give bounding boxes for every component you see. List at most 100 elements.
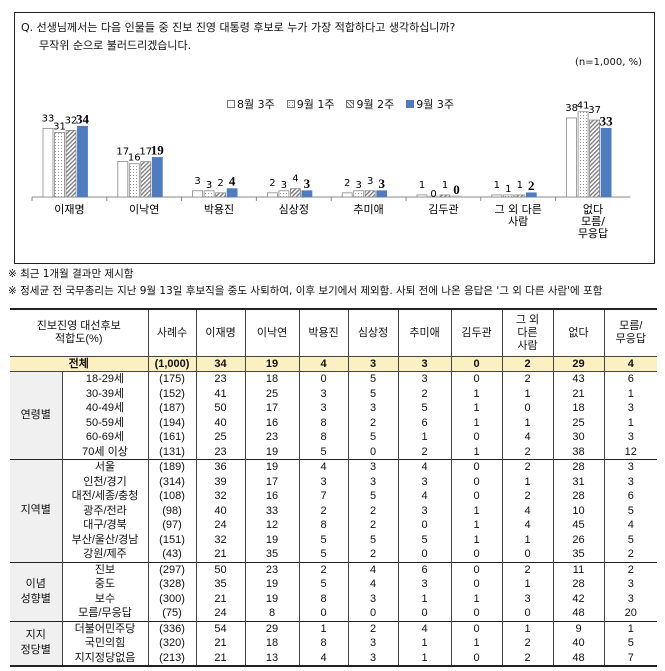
cell: 1: [450, 532, 503, 547]
cell: 서울: [61, 459, 149, 475]
data-label: 37: [588, 105, 601, 116]
cell: 2: [347, 503, 399, 518]
cell: 2: [603, 547, 658, 562]
cell: (314): [147, 474, 197, 489]
bar-9월 2주: [215, 192, 227, 198]
cell: 16: [244, 415, 300, 430]
cell: 1: [397, 650, 452, 667]
data-label: 19: [151, 142, 165, 157]
cell: 13: [244, 650, 300, 667]
bar-9월 2주: [289, 188, 301, 198]
cell: 1: [501, 620, 554, 636]
data-label: 3: [367, 176, 373, 187]
cell: 2: [501, 371, 554, 387]
cell: 40: [195, 503, 246, 518]
cell: 1: [501, 474, 554, 489]
bar-9월 1주: [428, 195, 439, 197]
cell: 20: [603, 606, 658, 621]
category-label: 모름/: [581, 215, 605, 228]
cell: 40: [195, 415, 246, 430]
cell: 8: [244, 606, 300, 621]
cell: 23: [244, 430, 300, 445]
column-header: 이낙연: [244, 308, 300, 357]
cell: 1: [501, 415, 554, 430]
cell: 0: [450, 430, 503, 445]
table-row: 지역별 서울 (189) 36 19 4 3 4 0 2 28 3: [10, 459, 658, 562]
bar-9월 3주: [226, 188, 238, 198]
cell: 0: [450, 474, 503, 489]
cell: 54: [195, 620, 246, 636]
cell: (336): [147, 620, 197, 636]
cell: 5: [603, 636, 658, 651]
cell: 28: [552, 577, 605, 592]
table-row: 지지 정당별 더불어민주당 (336) 54 29 1 2 4 0 1 9 1: [10, 620, 658, 667]
legend-label: 9월 1주: [296, 98, 335, 111]
cell: 1: [397, 430, 452, 445]
cell: 1: [501, 386, 554, 401]
legend-swatch: [227, 100, 235, 108]
cell: 1: [501, 532, 554, 547]
cell: 21: [552, 386, 605, 401]
legend-swatch: [406, 100, 415, 108]
cell: 2: [347, 620, 399, 636]
cell: 39: [195, 474, 246, 489]
cell: 18: [244, 371, 300, 387]
table-row: 중도 (328) 35 19 5 4 3 0 1 28 3: [10, 577, 658, 592]
table-row: 강원/제주 (43) 21 35 5 2 0 0 0 35 2: [10, 547, 658, 562]
cell: 16: [244, 489, 300, 504]
cell: 0: [450, 356, 503, 372]
cell: 2: [501, 356, 554, 372]
cell: 4: [397, 620, 452, 636]
cell: 2: [347, 547, 399, 562]
cell: 0: [397, 547, 452, 562]
cell: 10: [552, 503, 605, 518]
data-label: 3: [356, 180, 362, 191]
cell: 1: [603, 415, 658, 430]
cell: 2: [397, 386, 452, 401]
table-row: 70세 이상 (131) 23 19 5 0 2 1 2 38 12: [10, 444, 658, 460]
data-label: 2: [344, 178, 350, 189]
cell: 강원/제주: [61, 547, 149, 562]
column-header: 이재명: [195, 308, 246, 357]
column-header: 진보진영 대선후보 적합도(%): [10, 308, 149, 357]
data-label: 4: [292, 174, 298, 185]
category-label: 이재명: [54, 203, 84, 216]
bar-8월 3주: [42, 127, 54, 198]
data-label: 2: [269, 178, 275, 189]
cell: (328): [147, 577, 197, 592]
cell: 3: [397, 503, 452, 518]
bar-9월 2주: [364, 190, 376, 198]
table-row: 40-49세 (187) 50 17 3 3 5 1 0 18 3: [10, 401, 658, 416]
cell: 8: [298, 430, 349, 445]
cell: 더불어민주당: [61, 620, 149, 636]
legend-label: 8월 3주: [237, 98, 275, 111]
cell: 24: [195, 518, 246, 533]
legend-swatch: [286, 100, 295, 108]
cell: 2: [298, 503, 349, 518]
cell: 17: [244, 474, 300, 489]
data-label: 2: [217, 178, 223, 189]
category-label: 무응답: [578, 227, 608, 240]
cell: 1: [450, 386, 503, 401]
cell: 3: [397, 371, 452, 387]
cell: 3: [347, 459, 399, 475]
cell: 3: [603, 591, 658, 606]
table-row: 모름/무응답 (75) 24 8 0 0 0 0 0 48 20: [10, 606, 658, 621]
cell: 4: [501, 430, 554, 445]
cell: 2: [501, 459, 554, 475]
bar-9월 3주: [77, 125, 88, 198]
cell: 29: [552, 356, 605, 372]
cell: 42: [552, 591, 605, 606]
cell: 36: [195, 459, 246, 475]
cell: 23: [244, 561, 300, 577]
data-label: 41: [577, 101, 590, 112]
legend-item: 8월 3주: [227, 96, 275, 112]
cell: 3: [397, 577, 452, 592]
column-header: 그 외 다른 사람: [501, 308, 554, 357]
cell: 4: [298, 650, 349, 667]
table-row: 보수 (300) 21 19 8 3 1 1 3 42 3: [10, 591, 658, 606]
cell: 3: [347, 356, 399, 372]
cell: 19: [244, 577, 300, 592]
cell: 0: [347, 444, 399, 460]
cell: 3: [603, 474, 658, 489]
